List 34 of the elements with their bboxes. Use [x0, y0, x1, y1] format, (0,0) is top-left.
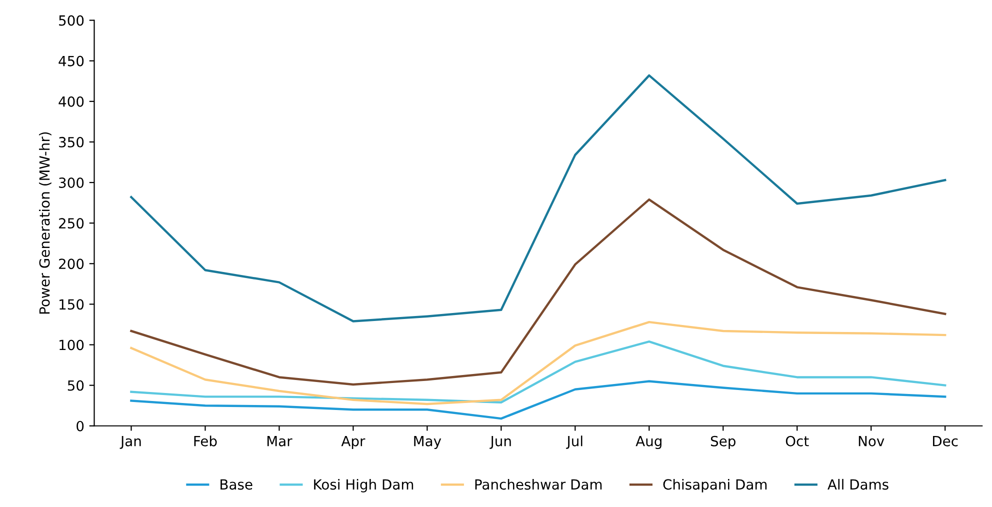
y-tick-label: 300	[59, 177, 84, 188]
legend-label: Kosi High Dam	[314, 478, 414, 492]
x-tick-label: Nov	[858, 436, 884, 446]
legend-label: Pancheshwar Dam	[475, 478, 602, 490]
x-tick-label: Jun	[490, 436, 511, 449]
y-tick-label: 400	[58, 96, 84, 107]
y-tick-label: 200	[59, 258, 84, 270]
y-tick-label: 250	[59, 218, 84, 229]
x-tick-label: Mar	[267, 436, 292, 446]
x-tick-label: Jan	[120, 436, 141, 449]
x-tick-label: May	[414, 436, 442, 450]
x-tick-label: Sep	[710, 436, 736, 450]
y-tick-label: 450	[58, 56, 84, 66]
y-axis-title: Power Generation (MW-hr)	[39, 132, 52, 314]
line-series	[130, 320, 946, 406]
legend-label: Chisapani Dam	[663, 478, 767, 492]
line-series	[130, 340, 946, 404]
x-tick-label: Feb	[194, 436, 217, 446]
x-tick-label: Jul	[566, 436, 582, 449]
x-tick-label: Apr	[341, 436, 366, 450]
x-tick-label: Dec	[933, 436, 958, 446]
y-tick-label: 150	[60, 299, 84, 310]
y-tick-label: 100	[60, 340, 84, 350]
y-tick-label: 350	[59, 136, 84, 148]
line-series	[130, 74, 946, 322]
legend-label: Base	[220, 479, 252, 490]
y-tick-label: 500	[59, 15, 84, 26]
y-tick-label: 0	[76, 420, 84, 432]
line-series	[130, 198, 946, 386]
legend-label: All Dams	[828, 478, 888, 490]
line-series	[130, 380, 946, 420]
x-tick-label: Aug	[636, 436, 662, 450]
x-tick-label: Oct	[786, 436, 809, 446]
y-tick-label: 50	[68, 380, 84, 391]
